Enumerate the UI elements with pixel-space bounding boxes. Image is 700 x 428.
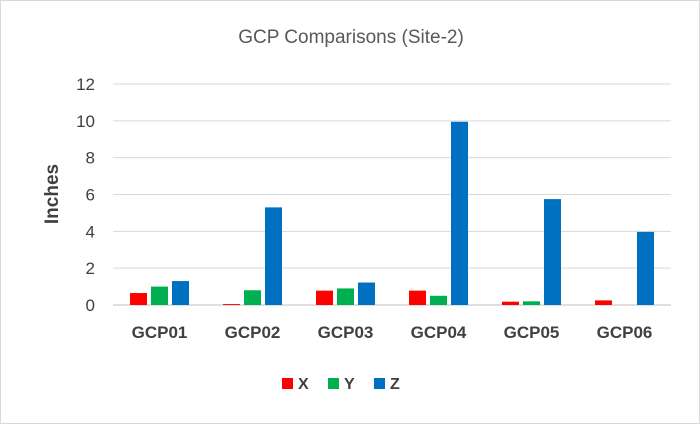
x-tick-label: GCP01	[132, 323, 188, 342]
bar-x-gcp01	[130, 293, 147, 305]
y-tick-label: 12	[76, 75, 95, 94]
bar-z-gcp02	[265, 207, 282, 305]
y-tick-label: 8	[86, 149, 95, 168]
bar-z-gcp05	[544, 199, 561, 305]
bar-y-gcp03	[337, 288, 354, 305]
bar-y-gcp05	[523, 301, 540, 305]
bar-x-gcp04	[409, 290, 426, 305]
bar-z-gcp01	[172, 281, 189, 305]
x-tick-label: GCP05	[504, 323, 560, 342]
bar-x-gcp05	[502, 301, 519, 305]
y-tick-label: 0	[86, 296, 95, 315]
y-tick-label: 10	[76, 112, 95, 131]
bar-y-gcp02	[244, 290, 261, 305]
x-tick-label: GCP04	[411, 323, 467, 342]
legend-swatch-x	[282, 378, 293, 389]
bar-x-gcp06	[595, 300, 612, 305]
legend-swatch-y	[328, 378, 339, 389]
legend-label-y: Y	[344, 376, 355, 393]
gridlines	[113, 83, 671, 269]
y-tick-label: 6	[86, 186, 95, 205]
x-axis-ticks: GCP01 GCP02 GCP03 GCP04 GCP05 GCP06	[132, 323, 653, 342]
bar-z-gcp04	[451, 121, 468, 305]
bar-z-gcp06	[637, 231, 654, 305]
chart-title: GCP Comparisons (Site-2)	[238, 27, 464, 48]
y-axis-label: Inches	[42, 164, 63, 224]
legend-swatch-z	[374, 378, 385, 389]
y-tick-label: 2	[86, 259, 95, 278]
bar-y-gcp01	[151, 286, 168, 305]
bar-y-gcp04	[430, 295, 447, 305]
y-axis-ticks: 0 2 4 6 8 10 12	[76, 75, 95, 315]
x-tick-label: GCP02	[225, 323, 281, 342]
bar-x-gcp02	[223, 304, 240, 305]
legend-label-x: X	[298, 376, 309, 393]
bars	[130, 121, 654, 305]
legend: X Y Z	[282, 376, 400, 393]
y-tick-label: 4	[86, 222, 95, 241]
x-tick-label: GCP03	[318, 323, 374, 342]
legend-label-z: Z	[390, 376, 400, 393]
bar-x-gcp03	[316, 290, 333, 305]
x-tick-label: GCP06	[597, 323, 653, 342]
bar-z-gcp03	[358, 282, 375, 305]
